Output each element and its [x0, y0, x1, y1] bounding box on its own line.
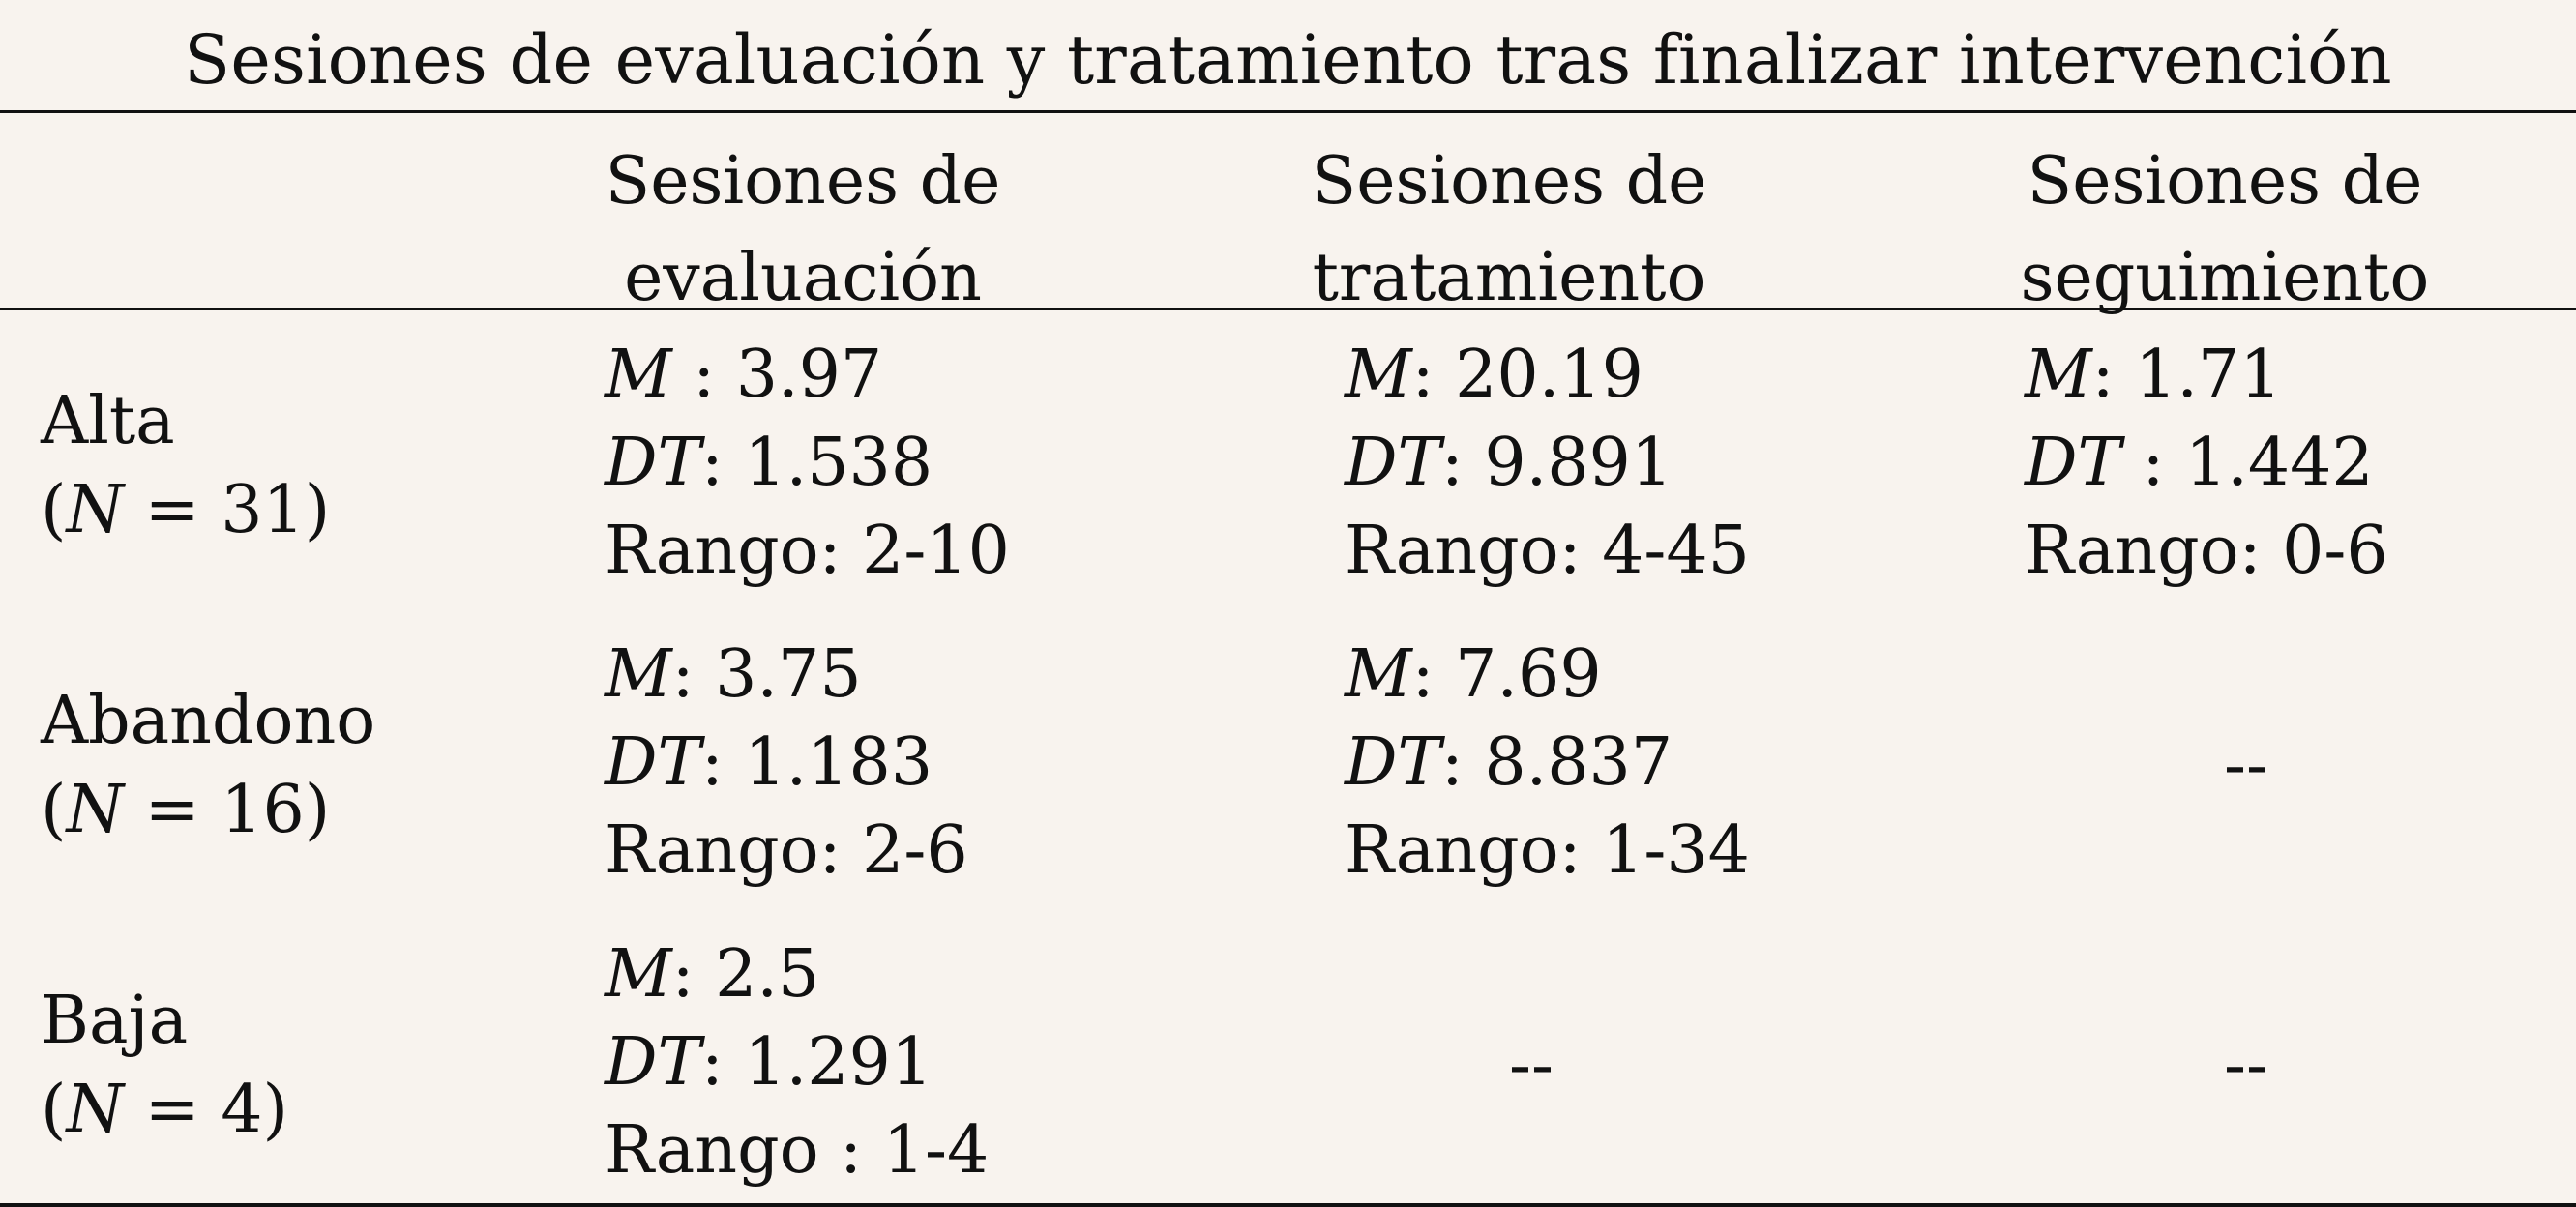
- cell-alta-evaluacion: M : 3.97 DT: 1.538 Rango: 2-10: [605, 331, 1010, 595]
- column-header-evaluacion: Sesiones de evaluación: [542, 133, 1064, 327]
- row-label-n: (N = 4): [41, 1072, 289, 1148]
- row-label-n: (N = 16): [41, 772, 331, 848]
- column-header-line: evaluación: [624, 240, 982, 316]
- stat-sd: DT: 1.183: [605, 724, 933, 801]
- stat-range: Rango: 1-34: [1345, 812, 1750, 889]
- stat-range: Rango: 0-6: [2025, 513, 2388, 589]
- column-header-line: Sesiones de: [2027, 143, 2423, 220]
- stat-sd: DT: 9.891: [1345, 425, 1673, 501]
- stat-range: Rango : 1-4: [605, 1112, 990, 1189]
- stat-mean: M : 3.97: [605, 337, 883, 413]
- cell-alta-tratamiento: M: 20.19 DT: 9.891 Rango: 4-45: [1345, 331, 1750, 595]
- top-rule: [0, 110, 2576, 113]
- stat-mean: M: 2.5: [605, 936, 820, 1013]
- stat-sd: DT: 8.837: [1345, 724, 1673, 801]
- row-label-name: Alta: [41, 383, 175, 459]
- row-label-name: Abandono: [41, 683, 376, 759]
- table-title: Sesiones de evaluación y tratamiento tra…: [184, 20, 2392, 100]
- cell-abandono-tratamiento: M: 7.69 DT: 8.837 Rango: 1-34: [1345, 631, 1750, 895]
- cell-baja-seguimiento: --: [2224, 1027, 2268, 1104]
- column-header-seguimiento: Sesiones de seguimiento: [1954, 133, 2496, 327]
- stat-mean: M: 20.19: [1345, 337, 1643, 413]
- column-header-tratamiento: Sesiones de tratamiento: [1248, 133, 1770, 327]
- stat-mean: M: 1.71: [2025, 337, 2282, 413]
- row-label-abandono: Abandono (N = 16): [41, 677, 375, 855]
- header-rule: [0, 308, 2576, 310]
- stat-range: Rango: 2-10: [605, 513, 1010, 589]
- row-label-alta: Alta (N = 31): [41, 377, 330, 555]
- cell-alta-seguimiento: M: 1.71 DT : 1.442 Rango: 0-6: [2025, 331, 2388, 595]
- cell-abandono-seguimiento: --: [2224, 727, 2268, 804]
- cell-baja-tratamiento: --: [1509, 1027, 1554, 1104]
- column-header-line: Sesiones de: [605, 143, 1001, 220]
- column-header-line: tratamiento: [1312, 240, 1706, 316]
- stat-range: Rango: 2-6: [605, 812, 968, 889]
- bottom-rule: [0, 1203, 2576, 1207]
- stat-sd: DT: 1.538: [605, 425, 933, 501]
- column-header-line: Sesiones de: [1311, 143, 1707, 220]
- row-label-n: (N = 31): [41, 472, 331, 548]
- stat-mean: M: 3.75: [605, 636, 862, 713]
- stat-range: Rango: 4-45: [1345, 513, 1750, 589]
- stat-mean: M: 7.69: [1345, 636, 1602, 713]
- cell-baja-evaluacion: M: 2.5 DT: 1.291 Rango : 1-4: [605, 930, 989, 1194]
- column-header-line: seguimiento: [2020, 240, 2430, 316]
- cell-abandono-evaluacion: M: 3.75 DT: 1.183 Rango: 2-6: [605, 631, 968, 895]
- stat-sd: DT: 1.291: [605, 1024, 933, 1101]
- row-label-name: Baja: [41, 983, 189, 1059]
- stat-sd: DT : 1.442: [2025, 425, 2374, 501]
- row-label-baja: Baja (N = 4): [41, 977, 288, 1155]
